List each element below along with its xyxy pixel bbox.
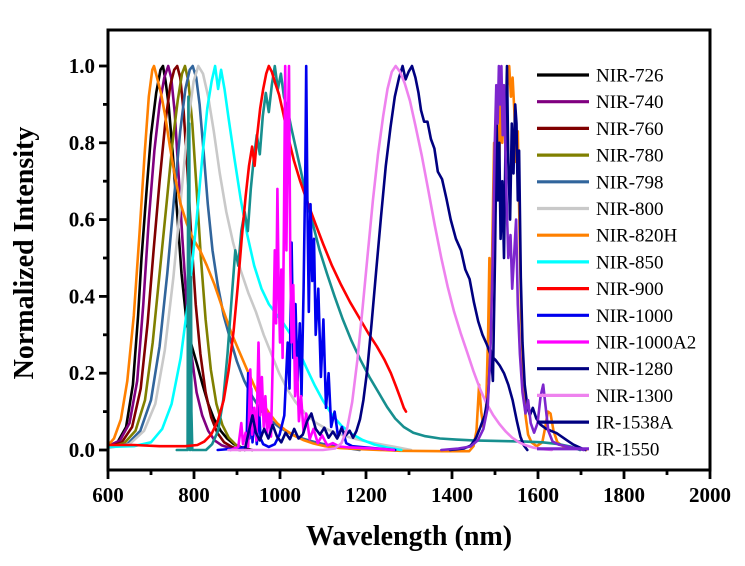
- y-tick-label: 0.2: [69, 361, 95, 385]
- series-line-NIR-1280: [243, 64, 529, 452]
- legend-label-NIR-1000A2: NIR-1000A2: [596, 333, 696, 354]
- y-tick-label: 0.6: [69, 208, 95, 232]
- legend-label-NIR-726: NIR-726: [596, 66, 664, 87]
- axis-tick-labels: 600 800 1000 1200 1400 1600 1800 2000 0.0 0.2 0.4 0…: [69, 54, 731, 507]
- x-tick-label: 2000: [689, 483, 731, 507]
- legend-label-NIR-740: NIR-740: [596, 92, 664, 113]
- legend-label-NIR-760: NIR-760: [596, 119, 664, 140]
- x-tick-label: 1800: [603, 483, 645, 507]
- y-tick-label: 0.0: [69, 438, 95, 462]
- legend-label-IR-1538A: IR-1538A: [596, 413, 673, 434]
- y-axis-title: Normalized Intensity: [9, 127, 40, 380]
- x-tick-label: 1200: [345, 483, 387, 507]
- y-tick-label: 0.4: [69, 284, 96, 308]
- series-line-NIR-1000A2: [229, 64, 396, 452]
- legend-label-NIR-820H: NIR-820H: [596, 226, 678, 247]
- x-tick-label: 1000: [259, 483, 301, 507]
- y-tick-label: 0.8: [69, 131, 95, 155]
- x-tick-label: 1600: [517, 483, 559, 507]
- y-tick-label: 1.0: [69, 54, 95, 78]
- legend-label-NIR-798: NIR-798: [596, 172, 664, 193]
- x-tick-label: 600: [92, 483, 124, 507]
- series-line-NIR-900: [106, 64, 408, 448]
- legend-label-NIR-1280: NIR-1280: [596, 359, 673, 380]
- legend-label-NIR-1000: NIR-1000: [596, 306, 673, 327]
- legend-label-NIR-900: NIR-900: [596, 279, 664, 300]
- x-axis-title: Wavelength (nm): [306, 521, 512, 552]
- legend: NIR-726 NIR-740 NIR-760 NIR-780 NIR-798 NIR-8…: [537, 66, 696, 460]
- legend-label-NIR-850: NIR-850: [596, 252, 664, 273]
- x-tick-label: 800: [178, 483, 210, 507]
- series-line-NIR-1300: [227, 64, 554, 452]
- axis-ticks: [99, 64, 712, 479]
- series-lines: [106, 64, 588, 453]
- legend-label-NIR-1300: NIR-1300: [596, 386, 673, 407]
- legend-label-NIR-780: NIR-780: [596, 146, 664, 167]
- legend-label-IR-1550: IR-1550: [596, 439, 659, 460]
- legend-label-NIR-800: NIR-800: [596, 199, 664, 220]
- x-tick-label: 1400: [431, 483, 473, 507]
